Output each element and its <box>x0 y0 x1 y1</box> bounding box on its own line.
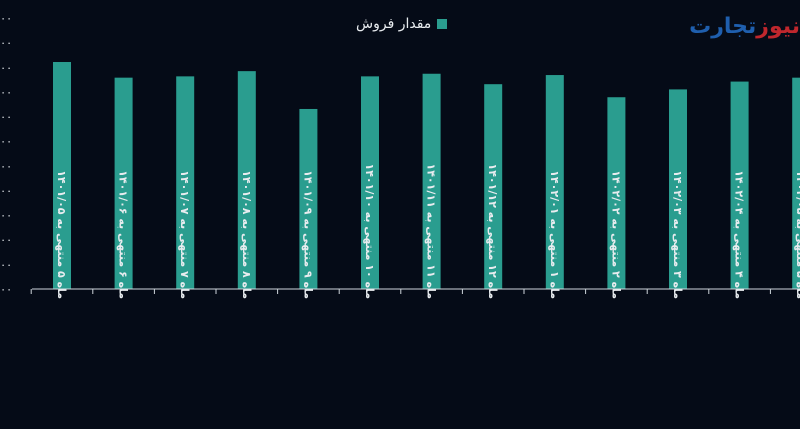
x-axis-labels: ماه ۵ منتهی به ۱۴۰۱/۰۵ ماه ۶ منتهی به ۱۴۰… <box>55 164 800 300</box>
x-tick-label: ماه ۴ منتهی به ۱۴۰۲/۰۴ <box>733 170 746 299</box>
bar <box>176 76 195 289</box>
chart-legend: مقدار فروش <box>356 16 448 32</box>
x-tick-label: ماه ۸ منتهی به ۱۴۰۱/۰۸ <box>240 170 253 299</box>
logo-text-red: نیوز <box>756 14 800 39</box>
bar <box>607 97 626 290</box>
bar <box>299 108 318 290</box>
bar <box>114 77 133 289</box>
bar <box>361 76 379 289</box>
logo-text-blue: تجارت <box>689 14 757 39</box>
x-tick-label: ماه ۵ منتهی به ۱۴۰۲/۰۵ <box>794 170 800 299</box>
bar <box>792 77 800 289</box>
bar <box>422 73 441 289</box>
bar <box>484 84 503 289</box>
legend-label: مقدار فروش <box>356 16 432 32</box>
bar <box>545 75 564 290</box>
x-tick-label: ماه ۳ منتهی به ۱۴۰۲/۰۳ <box>671 170 684 299</box>
legend-swatch <box>437 19 448 29</box>
x-tick-label: ماه ۹ منتهی به ۱۴۰۱/۰۹ <box>301 170 314 299</box>
bar-series <box>53 62 800 290</box>
x-tick-label: ماه ۱۲ منتهی به ۱۴۰۱/۱۲ <box>486 164 499 300</box>
x-tick-label: ماه ۱ منتهی به ۱۴۰۲/۰۱ <box>548 170 561 299</box>
x-tick-label: ماه ۷ منتهی به ۱۴۰۱/۰۷ <box>178 170 191 299</box>
bar <box>669 89 687 290</box>
x-tick-label: ماه ۶ منتهی به ۱۴۰۱/۰۶ <box>117 170 130 299</box>
bar <box>53 62 71 289</box>
x-tick-label: ماه ۱۰ منتهی به ۱۴۰۱/۱۰ <box>363 164 376 300</box>
x-tick-label: ماه ۲ منتهی به ۱۴۰۲/۰۲ <box>609 170 622 299</box>
x-axis-ticks <box>30 289 771 294</box>
x-tick-label: ماه ۱۱ منتهی به ۱۴۰۱/۱۱ <box>425 164 438 300</box>
site-logo: نیوزتجارت <box>689 14 800 39</box>
bar <box>237 71 256 290</box>
bar <box>730 81 749 289</box>
x-tick-label: ماه ۵ منتهی به ۱۴۰۱/۰۵ <box>55 170 68 299</box>
